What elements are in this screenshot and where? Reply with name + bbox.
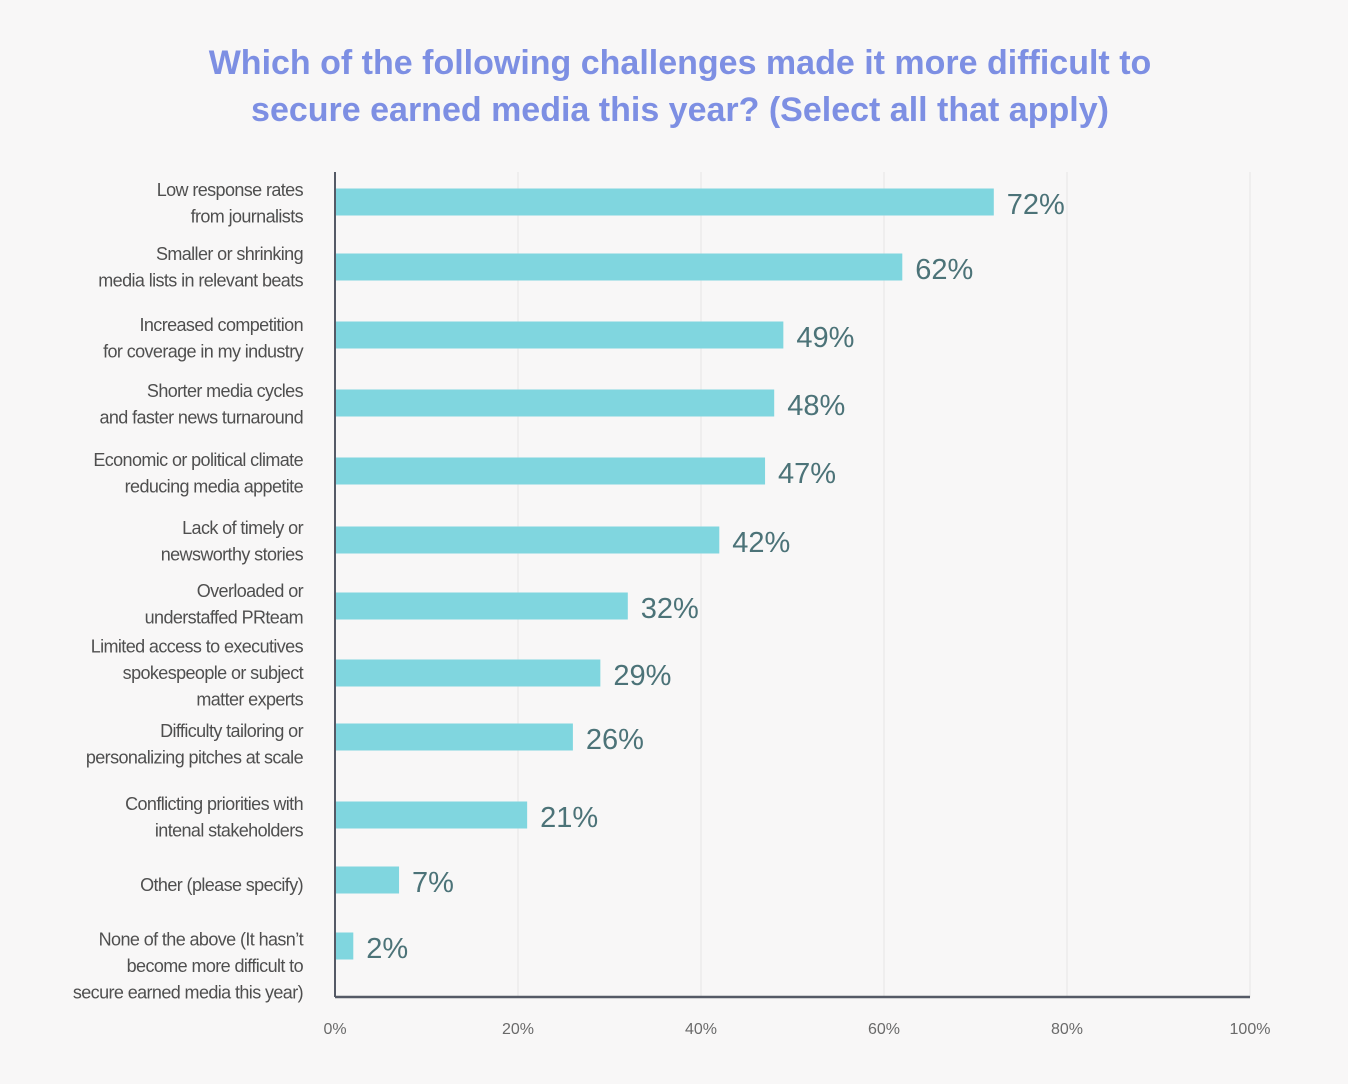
category-label: Economic or political climate [93,450,303,470]
chart-title: Which of the following challenges made i… [0,40,1348,134]
category-label: Limited access to executives [91,637,304,657]
category-label: Other (please specify) [140,875,303,895]
x-tick-label: 80% [1051,1021,1083,1038]
bar [335,659,601,687]
category-label: intenal stakeholders [155,820,304,840]
value-label: 26% [586,724,644,756]
category-label: Difficulty tailoring or [160,721,304,741]
x-tick-label: 20% [502,1021,534,1038]
category-label: understaffed PRteam [145,607,303,627]
bar [335,801,528,829]
value-label: 2% [366,933,408,965]
category-label: for coverage in my industry [103,341,303,361]
chart-title-line-2: secure earned media this year? (Select a… [251,91,1109,129]
bar [335,457,766,485]
value-label: 21% [540,802,598,834]
category-label: become more difficult to [127,956,304,976]
category-label: newsworthy stories [161,544,304,564]
category-label: Increased competition [140,315,304,335]
x-tick-label: 40% [685,1021,717,1038]
bar [335,253,903,281]
category-label: media lists in relevant beats [98,270,303,290]
bar [335,321,784,349]
category-label: None of the above (It hasn’t [99,930,304,950]
bar [335,866,400,894]
bar [335,932,354,960]
bar [335,389,775,417]
category-label: secure earned media this year) [73,983,303,1003]
category-label: spokespeople or subject [123,663,304,683]
category-label: Smaller or shrinking [156,244,303,264]
value-label: 62% [915,254,973,286]
value-label: 42% [732,527,790,559]
category-label: Shorter media cycles [147,381,304,401]
value-label: 29% [613,660,671,692]
category-label: Low response rates [157,180,304,200]
chart-title-line-1: Which of the following challenges made i… [208,44,1152,82]
value-label: 7% [412,867,454,899]
x-tick-label: 100% [1230,1021,1271,1038]
value-label: 47% [778,458,836,490]
bar [335,188,994,216]
value-label: 49% [796,322,854,354]
value-label: 32% [641,593,699,625]
category-label: Conflicting priorities with [125,794,303,814]
bar [335,526,720,554]
bar [335,592,628,620]
category-label: from journalists [191,206,304,226]
category-label: Overloaded or [197,581,304,601]
category-label: personalizing pitches at scale [86,747,304,767]
bar [335,723,573,751]
category-label: reducing media appetite [125,476,304,496]
category-label: Lack of timely or [182,518,303,538]
category-label: and faster news turnaround [99,407,303,427]
x-tick-label: 0% [323,1021,346,1038]
value-label: 48% [787,390,845,422]
category-label: matter experts [196,690,303,710]
x-tick-label: 60% [868,1021,900,1038]
value-label: 72% [1007,189,1065,221]
